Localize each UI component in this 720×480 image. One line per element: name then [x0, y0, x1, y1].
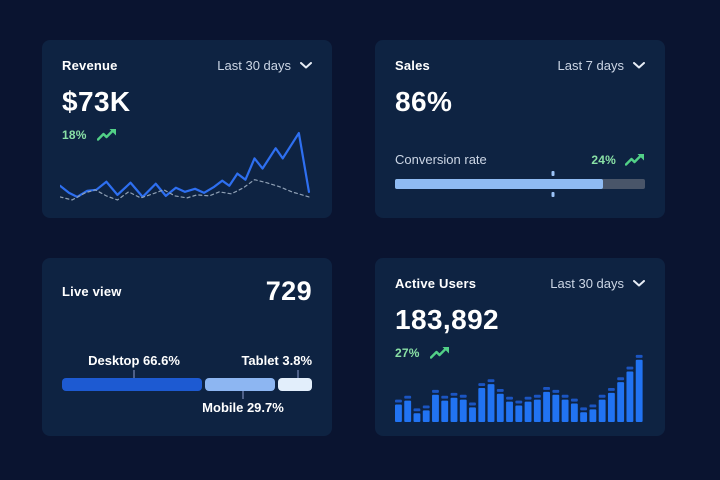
conversion-rate-label: Conversion rate [395, 152, 487, 167]
device-label-desktop: Desktop 66.6% [88, 353, 180, 368]
device-connector-desktop [133, 370, 135, 378]
revenue-card-header: Revenue Last 30 days [62, 58, 312, 73]
device-connectors-top [62, 369, 312, 378]
device-stacked-bar [62, 378, 312, 391]
active-users-change-percent: 27% [395, 346, 420, 360]
device-breakdown-chart: Desktop 66.6% Tablet 3.8% Mobile 29.7% [62, 353, 312, 416]
sales-range-label: Last 7 days [557, 58, 625, 73]
active-users-chart-area [395, 352, 645, 422]
sales-card-title: Sales [395, 58, 430, 73]
progress-marker-bottom [551, 192, 554, 197]
device-connector-tablet [296, 370, 299, 378]
revenue-change-percent: 18% [62, 128, 87, 142]
revenue-card: Revenue Last 30 days $73K 18% [42, 40, 332, 218]
conversion-rate-row: Conversion rate 24% [395, 152, 645, 167]
revenue-card-title: Revenue [62, 58, 118, 73]
sales-change: 24% [591, 153, 645, 167]
live-view-card: Live view 729 Desktop 66.6% Tablet 3.8% M… [42, 258, 332, 436]
device-segment-desktop [62, 378, 203, 391]
progress-marker-top [551, 171, 554, 176]
revenue-change-row: 18% [62, 128, 312, 142]
device-segment-mobile [205, 378, 275, 391]
revenue-chart-area [60, 128, 318, 204]
sales-value: 86% [395, 86, 453, 117]
sales-range-selector[interactable]: Last 7 days [557, 58, 645, 73]
device-label-mobile: Mobile 29.7% [202, 400, 284, 415]
active-users-card-header: Active Users Last 30 days [395, 276, 645, 291]
conversion-progress-bar [395, 171, 645, 197]
device-label-tablet: Tablet 3.8% [241, 353, 312, 368]
chevron-down-icon [633, 62, 645, 69]
sales-card-header: Sales Last 7 days [395, 58, 645, 73]
active-users-range-selector[interactable]: Last 30 days [550, 276, 645, 291]
revenue-line-chart [60, 131, 311, 201]
device-segment-tablet [277, 378, 312, 391]
sales-change-percent: 24% [591, 152, 616, 167]
device-connectors-bottom [62, 391, 312, 400]
trending-up-icon [625, 153, 644, 166]
chevron-down-icon [300, 62, 312, 69]
conversion-progress-fill [395, 179, 603, 189]
trending-up-icon [96, 129, 116, 141]
sales-card: Sales Last 7 days 86% Conversion rate 24… [375, 40, 665, 218]
revenue-range-selector[interactable]: Last 30 days [217, 58, 312, 73]
active-users-change-row: 27% [395, 346, 645, 360]
device-connector-mobile [242, 391, 244, 399]
active-users-card-title: Active Users [395, 276, 477, 291]
live-view-card-title: Live view [62, 284, 122, 299]
active-users-range-label: Last 30 days [550, 276, 624, 291]
live-view-count: 729 [265, 276, 312, 306]
active-users-bar-chart [395, 354, 643, 422]
live-view-card-header: Live view 729 [62, 276, 312, 307]
active-users-card: Active Users Last 30 days 183,892 27% [375, 258, 665, 436]
revenue-range-label: Last 30 days [217, 58, 291, 73]
chevron-down-icon [633, 280, 645, 287]
revenue-value: $73K [62, 86, 131, 117]
active-users-value: 183,892 [395, 304, 500, 335]
device-labels-top: Desktop 66.6% Tablet 3.8% [62, 353, 312, 369]
trending-up-icon [429, 347, 449, 359]
device-labels-bottom: Mobile 29.7% [62, 400, 312, 416]
